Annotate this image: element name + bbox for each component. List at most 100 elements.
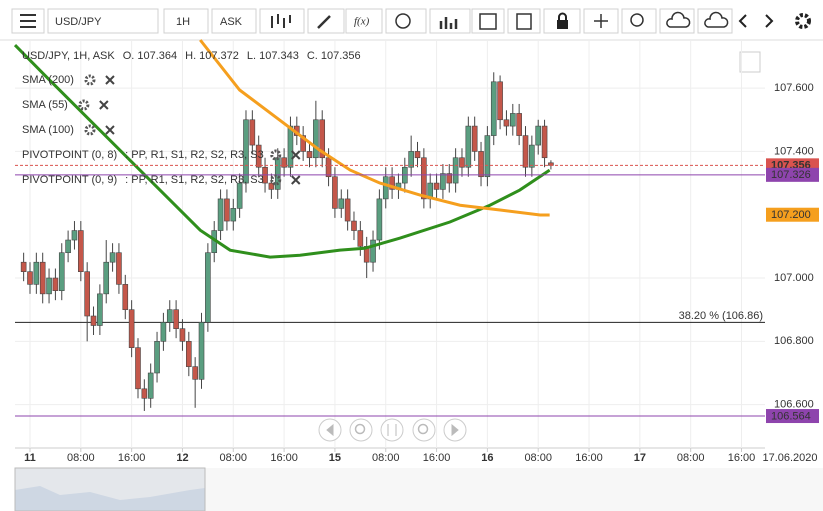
candle-body bbox=[370, 239, 376, 263]
candle-body bbox=[440, 173, 446, 190]
popout-button[interactable] bbox=[739, 51, 761, 73]
candle-body bbox=[351, 220, 357, 231]
legend-entry: PIVOTPOINT (0, 9) bbox=[22, 174, 117, 186]
price-tag-label: 107.200 bbox=[771, 209, 811, 221]
x-tick-label: 17 bbox=[634, 452, 646, 464]
side-select[interactable] bbox=[211, 8, 257, 34]
nav-icon bbox=[354, 423, 366, 435]
candle-body bbox=[300, 135, 306, 152]
price-tag bbox=[766, 409, 819, 424]
x-tick-label: 08:00 bbox=[524, 452, 552, 464]
candle-body bbox=[147, 372, 154, 399]
end-date: 17.06.2020 bbox=[762, 452, 817, 464]
chart-header: USD/JPY, 1H, ASK O. 107.364 H. 107.372 L. 107.… bbox=[22, 50, 361, 62]
header-part: H. bbox=[185, 50, 196, 62]
candle-body bbox=[344, 198, 351, 222]
price-tag bbox=[766, 167, 819, 182]
info-icon bbox=[395, 13, 411, 29]
navigator-area bbox=[15, 486, 205, 511]
candle-body bbox=[20, 261, 27, 272]
remove-icon[interactable] bbox=[291, 150, 301, 160]
volume-button[interactable] bbox=[429, 8, 471, 34]
settings-icon[interactable] bbox=[84, 74, 96, 86]
x-tick-label: 16 bbox=[481, 452, 493, 464]
settings-icon[interactable] bbox=[84, 124, 96, 136]
candle-body bbox=[90, 315, 97, 326]
candle-body bbox=[306, 151, 313, 159]
timeframe-select[interactable] bbox=[163, 8, 209, 34]
download-icon bbox=[704, 11, 729, 28]
indicator-button[interactable] bbox=[345, 8, 383, 34]
nav-icon bbox=[417, 423, 429, 435]
candle-body bbox=[128, 309, 135, 348]
x-tick-label: 16:00 bbox=[423, 452, 451, 464]
chart-type-button[interactable] bbox=[259, 8, 305, 34]
candle-body bbox=[58, 252, 65, 291]
remove-icon[interactable] bbox=[99, 100, 109, 110]
candle-body bbox=[535, 125, 542, 146]
settings-icon[interactable] bbox=[78, 99, 90, 111]
candle-body bbox=[516, 113, 522, 136]
settings-icon[interactable] bbox=[270, 174, 282, 186]
candle-body bbox=[541, 125, 548, 159]
header-part: 107.372 bbox=[199, 50, 239, 62]
y-tick-label: 107.600 bbox=[774, 82, 814, 94]
candle-body bbox=[39, 261, 46, 295]
x-tick-label: 08:00 bbox=[67, 452, 95, 464]
candle-body bbox=[459, 157, 465, 168]
candle-body bbox=[205, 252, 211, 323]
nav-button[interactable] bbox=[349, 418, 373, 442]
candle-body bbox=[109, 252, 116, 263]
candle-body bbox=[281, 157, 287, 168]
legend-entry: PIVOTPOINT (0, 8) bbox=[22, 149, 117, 161]
candle-body bbox=[478, 151, 484, 178]
remove-icon[interactable] bbox=[105, 125, 115, 135]
candle-body bbox=[465, 125, 472, 168]
candle-body bbox=[135, 347, 141, 390]
candle-body bbox=[313, 119, 319, 159]
candle-body bbox=[382, 176, 389, 200]
zoom-button[interactable] bbox=[621, 8, 657, 34]
x-tick-label: 12 bbox=[176, 452, 188, 464]
y-tick-label: 107.000 bbox=[774, 272, 814, 284]
candle-body bbox=[97, 293, 103, 326]
price-tag bbox=[766, 207, 819, 222]
candle-body bbox=[522, 135, 529, 168]
candle-body bbox=[236, 182, 243, 209]
candle-body bbox=[71, 230, 78, 241]
nav-icon bbox=[326, 423, 334, 437]
fib-label: 38.20 % (106.86) bbox=[679, 310, 763, 322]
settings-button[interactable] bbox=[795, 13, 811, 29]
candle-body bbox=[122, 284, 129, 310]
next-button[interactable] bbox=[765, 14, 774, 28]
info-button[interactable] bbox=[385, 8, 427, 34]
price-tag-label: 106.564 bbox=[771, 410, 811, 422]
settings-icon[interactable] bbox=[270, 149, 282, 161]
candle-body bbox=[33, 261, 40, 285]
candle-body bbox=[433, 182, 440, 190]
candle-body bbox=[224, 198, 230, 222]
remove-icon[interactable] bbox=[291, 175, 301, 185]
fx-label: f(x) bbox=[354, 16, 370, 28]
candle-body bbox=[357, 230, 364, 247]
symbol: USD/JPY bbox=[55, 16, 102, 28]
timeframe: 1H bbox=[176, 16, 190, 28]
candle-body bbox=[65, 239, 71, 254]
y-tick-label: 106.800 bbox=[774, 335, 814, 347]
candle-body bbox=[421, 157, 427, 200]
x-tick-label: 16:00 bbox=[118, 452, 146, 464]
nav-button[interactable] bbox=[380, 418, 404, 442]
candle-body bbox=[230, 208, 237, 222]
remove-icon[interactable] bbox=[105, 75, 115, 85]
candle-body bbox=[452, 157, 459, 184]
navigator-window[interactable] bbox=[14, 467, 206, 511]
header-part: L. bbox=[247, 50, 256, 62]
symbol-select[interactable] bbox=[47, 8, 159, 34]
candle-body bbox=[198, 322, 205, 380]
header-part: C. bbox=[307, 50, 318, 62]
lock-shackle bbox=[558, 12, 567, 20]
prev-button[interactable] bbox=[738, 14, 747, 28]
header-part: USD/JPY, 1H, ASK bbox=[22, 50, 115, 62]
nav-button[interactable] bbox=[412, 418, 436, 442]
